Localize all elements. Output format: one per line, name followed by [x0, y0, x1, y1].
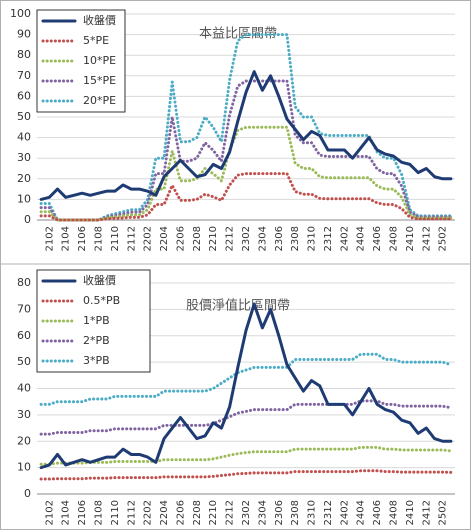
legend-label: 3*PB	[83, 354, 110, 367]
y-tick-label: 70	[17, 302, 31, 315]
x-tick-label: 2112	[126, 226, 137, 251]
x-tick-label: 2308	[290, 226, 301, 251]
x-tick-label: 2106	[77, 226, 88, 251]
x-tick-label: 2412	[421, 226, 432, 251]
x-tick-label: 2210	[208, 226, 219, 251]
x-tick-label: 2202	[143, 500, 154, 525]
y-tick-label: 50	[17, 110, 31, 123]
legend-label: 15*PE	[83, 74, 116, 87]
x-tick-label: 2406	[372, 500, 383, 525]
y-tick-label: 80	[17, 276, 31, 289]
chart-title: 股價淨值比區間帶	[186, 298, 290, 314]
y-tick-label: 30	[17, 151, 31, 164]
series-line	[39, 352, 453, 406]
x-tick-label: 2412	[421, 500, 432, 525]
series-line	[39, 33, 453, 222]
x-tick-label: 2312	[323, 226, 334, 251]
legend-label: 1*PB	[83, 314, 110, 327]
y-tick-label: 40	[17, 131, 31, 144]
x-tick-label: 2402	[339, 226, 350, 251]
x-tick-label: 2408	[389, 226, 400, 251]
chart-title: 本益比區間帶	[199, 27, 277, 42]
x-tick-label: 2312	[323, 500, 334, 525]
x-tick-label: 2310	[307, 500, 318, 525]
x-tick-label: 2310	[307, 226, 318, 251]
y-tick-label: 10	[17, 192, 31, 205]
series-line	[39, 302, 453, 470]
x-tick-label: 2212	[225, 500, 236, 525]
x-tick-label: 2404	[356, 500, 367, 525]
y-tick-label: 60	[17, 329, 31, 342]
x-tick-label: 2206	[175, 226, 186, 251]
y-tick-label: 70	[17, 69, 31, 82]
x-tick-label: 2108	[93, 226, 104, 251]
y-tick-label: 30	[17, 408, 31, 421]
x-tick-label: 2408	[389, 500, 400, 525]
x-tick-label: 2402	[339, 500, 350, 525]
x-tick-label: 2208	[192, 226, 203, 251]
y-tick-label: 10	[17, 461, 31, 474]
x-tick-label: 2204	[159, 226, 170, 251]
legend-label: 20*PE	[83, 94, 116, 107]
x-tick-label: 2208	[192, 500, 203, 525]
y-tick-label: 0	[24, 487, 31, 500]
legend-label: 收盤價	[83, 273, 116, 287]
series-line	[39, 399, 453, 436]
x-tick-label: 2110	[110, 226, 121, 251]
x-tick-label: 2102	[44, 500, 55, 525]
y-tick-label: 50	[17, 355, 31, 368]
x-tick-label: 2304	[257, 500, 268, 525]
series-line	[39, 70, 453, 201]
y-tick-label: 60	[17, 89, 31, 102]
series-line	[39, 445, 453, 466]
x-tick-label: 2308	[290, 500, 301, 525]
x-tick-label: 2404	[356, 226, 367, 251]
x-tick-label: 2502	[438, 500, 449, 525]
legend-label: 2*PB	[83, 334, 110, 347]
legend-label: 5*PE	[83, 34, 109, 47]
y-tick-label: 100	[10, 7, 31, 20]
y-tick-label: 20	[17, 172, 31, 185]
series-line	[39, 469, 453, 481]
x-tick-label: 2108	[93, 500, 104, 525]
x-tick-label: 2410	[405, 226, 416, 251]
legend-label: 收盤價	[83, 13, 116, 27]
x-tick-label: 2410	[405, 500, 416, 525]
series-line	[39, 172, 453, 222]
x-tick-label: 2110	[110, 500, 121, 525]
series-line	[39, 125, 453, 222]
y-tick-label: 90	[17, 28, 31, 41]
y-tick-label: 20	[17, 434, 31, 447]
x-tick-label: 2202	[143, 226, 154, 251]
x-tick-label: 2302	[241, 226, 252, 251]
x-tick-label: 2104	[61, 226, 72, 251]
x-tick-label: 2204	[159, 500, 170, 525]
x-tick-label: 2112	[126, 500, 137, 525]
x-tick-label: 2212	[225, 226, 236, 251]
x-tick-label: 2502	[438, 226, 449, 251]
x-tick-label: 2304	[257, 226, 268, 251]
legend-label: 10*PE	[83, 54, 116, 67]
x-tick-label: 2306	[274, 500, 285, 525]
x-tick-label: 2210	[208, 500, 219, 525]
y-tick-label: 80	[17, 48, 31, 61]
y-tick-label: 40	[17, 382, 31, 395]
x-tick-label: 2104	[61, 500, 72, 525]
x-tick-label: 2102	[44, 226, 55, 251]
y-tick-label: 0	[24, 213, 31, 226]
x-tick-label: 2106	[77, 500, 88, 525]
x-tick-label: 2406	[372, 226, 383, 251]
x-tick-label: 2306	[274, 226, 285, 251]
series-line	[39, 79, 453, 222]
legend-label: 0.5*PB	[83, 294, 120, 307]
x-tick-label: 2302	[241, 500, 252, 525]
x-tick-label: 2206	[175, 500, 186, 525]
